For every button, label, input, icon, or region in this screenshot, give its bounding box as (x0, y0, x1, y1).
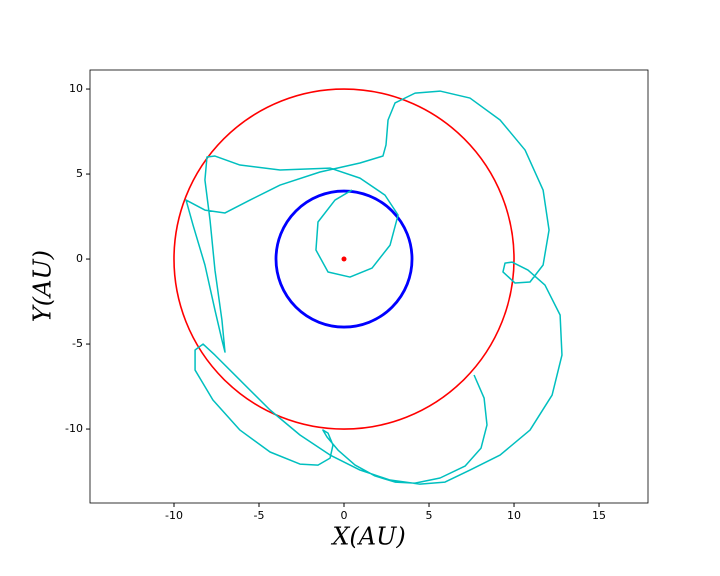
orbit-circle (274, 189, 414, 329)
y-tick-label: 5 (76, 167, 83, 180)
x-tick-label: -5 (254, 509, 265, 522)
x-tick-label: 0 (341, 509, 348, 522)
x-axis-label: X(AU) (330, 523, 405, 551)
x-tick-label: 5 (426, 509, 433, 522)
y-tick-label: 0 (76, 252, 83, 265)
trajectory (185, 90, 563, 485)
y-tick-label: -5 (72, 337, 83, 350)
star (341, 256, 347, 262)
y-tick-label: -10 (65, 422, 83, 435)
plot-frame (89, 69, 649, 504)
x-tick-label: 15 (592, 509, 606, 522)
y-axis-label: Y(AU) (29, 250, 57, 322)
orbit-circle (173, 88, 515, 430)
x-tick-label: 10 (507, 509, 521, 522)
x-tick-label: -10 (165, 509, 183, 522)
y-tick-label: 10 (69, 82, 83, 95)
